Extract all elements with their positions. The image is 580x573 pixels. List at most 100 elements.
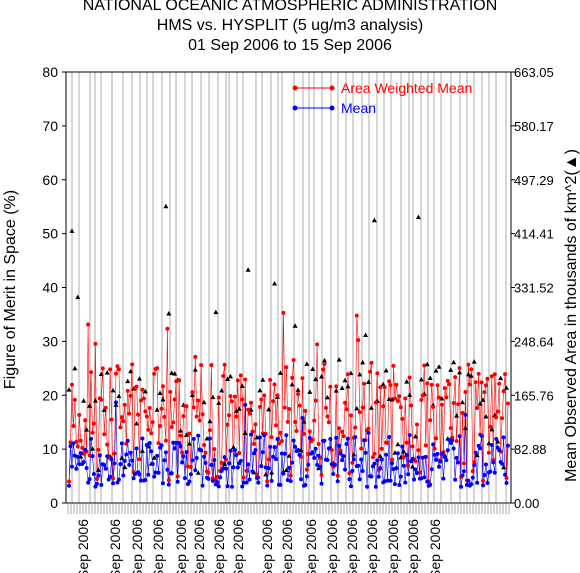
mean-point — [194, 456, 199, 461]
observed-area-point — [313, 376, 319, 382]
mean-point — [228, 448, 233, 453]
mean-point — [362, 438, 367, 443]
mean-point — [457, 434, 462, 439]
mean-point — [169, 471, 174, 476]
area-weighted-mean-point — [91, 421, 96, 426]
area-weighted-mean-point — [367, 369, 372, 374]
area-weighted-mean-point — [356, 338, 361, 343]
mean-point — [369, 474, 374, 479]
observed-area-point — [366, 379, 372, 384]
mean-point — [494, 437, 499, 442]
observed-area-point — [324, 394, 330, 400]
mean-point — [163, 450, 168, 455]
x-tick-label: Sep 2006 — [211, 519, 227, 573]
mean-point — [376, 474, 381, 479]
mean-point — [253, 448, 258, 453]
area-weighted-mean-point — [225, 422, 230, 427]
mean-point — [281, 471, 286, 476]
observed-area-point — [260, 377, 266, 382]
area-weighted-mean-point — [138, 398, 143, 403]
mean-point — [350, 468, 355, 473]
area-weighted-mean-point — [476, 371, 481, 376]
mean-point — [67, 483, 71, 488]
area-weighted-mean-point — [130, 362, 135, 367]
mean-point — [109, 457, 114, 462]
observed-area-point — [128, 368, 134, 374]
left-y-tick-label: 50 — [42, 226, 58, 242]
x-axis-tick-labels: Sep 2006 Sep 2006 Sep 2006 Sep 2006 Sep 2006… — [75, 519, 443, 573]
area-weighted-mean-point — [495, 409, 500, 414]
observed-area-point — [157, 390, 163, 396]
area-weighted-mean-point — [310, 437, 315, 442]
observed-area-point — [69, 228, 75, 233]
area-weighted-mean-point — [294, 428, 299, 433]
area-weighted-mean-point — [414, 422, 419, 427]
observed-area-point — [101, 407, 107, 412]
mean-point — [359, 457, 364, 462]
mean-point — [506, 443, 510, 448]
area-weighted-mean-point — [200, 412, 205, 417]
mean-point — [340, 458, 345, 463]
mean-point — [348, 484, 353, 489]
mean-point — [83, 447, 88, 452]
mean-point — [180, 460, 185, 465]
mean-point — [182, 476, 187, 481]
area-weighted-mean-point — [497, 381, 502, 386]
area-weighted-mean-point — [238, 373, 243, 378]
area-weighted-mean-point — [382, 385, 387, 390]
area-weighted-mean-point — [353, 425, 358, 430]
mean-point — [143, 477, 148, 482]
mean-point — [193, 468, 198, 473]
mean-point — [296, 448, 301, 453]
mean-point — [138, 478, 143, 483]
mean-point — [254, 475, 259, 480]
mean-point — [265, 483, 270, 488]
mean-point — [378, 466, 383, 471]
area-weighted-mean-point — [284, 365, 289, 370]
mean-point — [338, 451, 343, 456]
mean-point — [469, 482, 474, 487]
area-weighted-mean-point — [485, 376, 490, 381]
mean-point — [445, 448, 450, 453]
area-weighted-mean-point — [378, 385, 383, 390]
area-weighted-mean-point — [96, 447, 101, 452]
area-weighted-mean-point — [100, 366, 105, 371]
area-weighted-mean-point — [313, 398, 318, 403]
area-weighted-mean-point — [337, 426, 342, 431]
mean-point — [282, 451, 287, 456]
mean-point — [307, 435, 312, 440]
mean-point — [268, 444, 273, 449]
area-weighted-mean-point — [429, 382, 434, 387]
right-y-axis-ticks: 0.00 82.88 165.76 248.64 331.52 414.41 497.29 5… — [511, 65, 554, 511]
area-weighted-mean-point — [442, 386, 447, 391]
area-weighted-mean-point — [470, 469, 475, 474]
area-weighted-mean-point — [354, 313, 359, 318]
legend-marker — [329, 85, 335, 91]
area-weighted-mean-point — [90, 430, 95, 435]
mean-point — [492, 470, 497, 475]
mean-point — [71, 441, 76, 446]
mean-point — [429, 467, 434, 472]
mean-point — [84, 465, 89, 470]
area-weighted-mean-point — [444, 395, 449, 400]
mean-point — [210, 478, 215, 483]
mean-points — [67, 400, 510, 489]
mean-point — [404, 453, 409, 458]
mean-point — [96, 473, 101, 478]
area-weighted-mean-point — [343, 400, 348, 405]
observed-area-point — [304, 361, 310, 366]
area-weighted-mean-point — [69, 382, 74, 387]
area-weighted-mean-point — [162, 414, 167, 419]
observed-area-point — [219, 388, 225, 393]
mean-point — [149, 449, 154, 454]
mean-point — [137, 472, 142, 477]
observed-area-point — [448, 367, 454, 372]
mean-point — [251, 451, 256, 456]
mean-point — [279, 451, 284, 456]
area-weighted-mean-point — [134, 384, 139, 389]
area-weighted-mean-point — [419, 397, 424, 402]
mean-point — [108, 474, 113, 479]
left-y-axis-ticks: 0 10 20 30 40 50 60 70 80 — [42, 64, 66, 511]
observed-area-point — [210, 394, 216, 400]
